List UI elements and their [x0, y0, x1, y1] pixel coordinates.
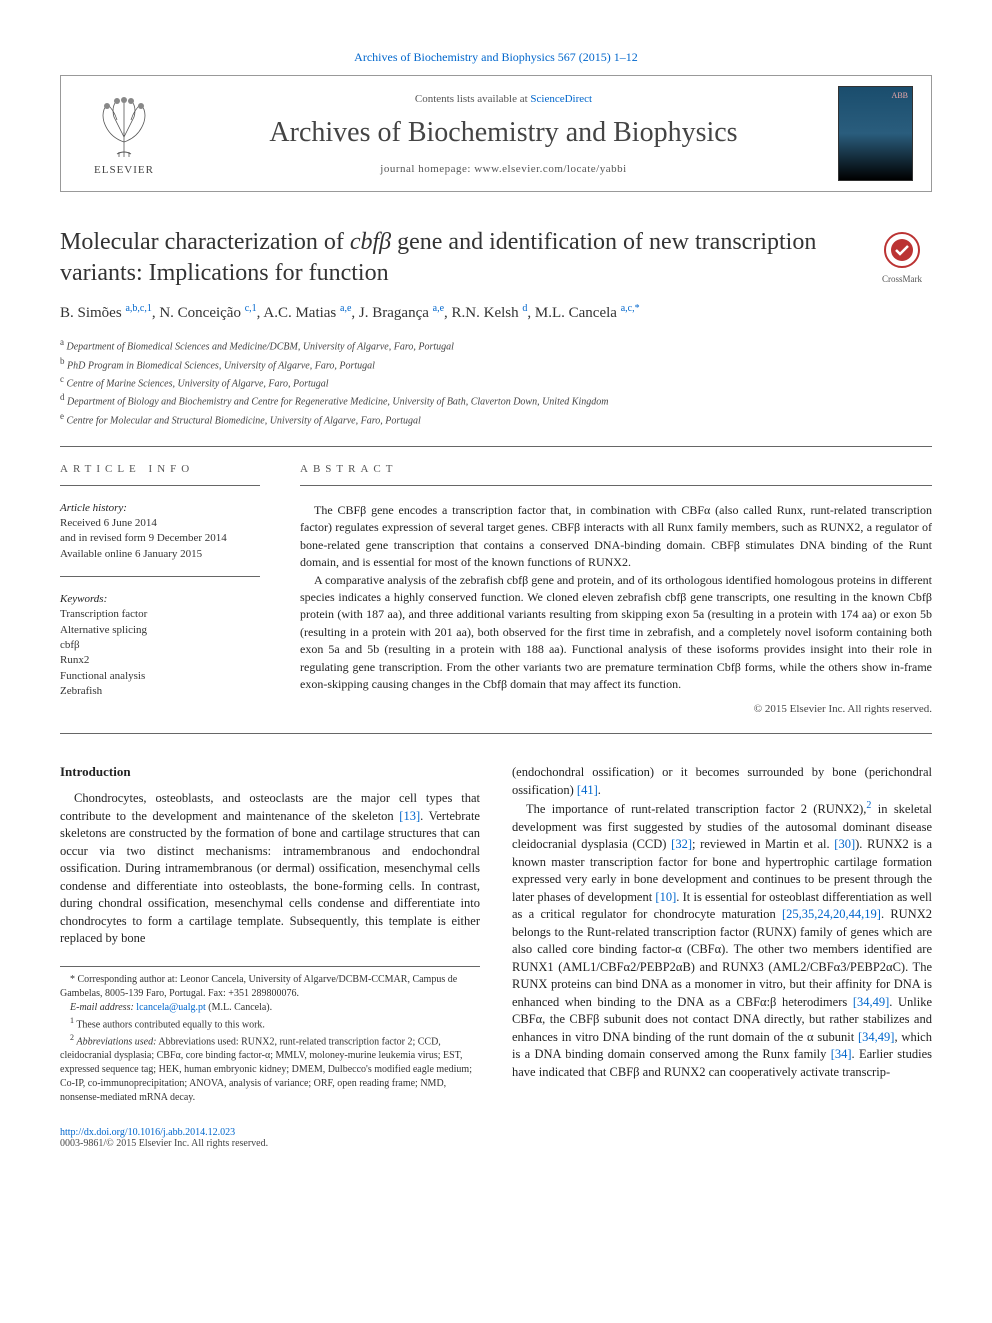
- crossmark-label: CrossMark: [872, 274, 932, 284]
- title-italic: cbfβ: [350, 229, 391, 255]
- affiliations: a Department of Biomedical Sciences and …: [60, 336, 932, 428]
- journal-header: ELSEVIER Contents lists available at Sci…: [60, 75, 932, 192]
- title-block: Molecular characterization of cbfβ gene …: [60, 227, 852, 289]
- elsevier-tree-icon: [89, 92, 159, 162]
- divider: [60, 733, 932, 734]
- crossmark-badge[interactable]: CrossMark: [872, 231, 932, 284]
- author-sup: a,e: [340, 303, 351, 314]
- author-sup: a,c,*: [621, 303, 640, 314]
- title-pre: Molecular characterization of: [60, 229, 350, 255]
- author-sup: a,b,c,1: [125, 303, 151, 314]
- keywords-label: Keywords:: [60, 593, 260, 605]
- abstract-p1: The CBFβ gene encodes a transcription fa…: [300, 502, 932, 572]
- elsevier-logo: ELSEVIER: [79, 92, 169, 176]
- ref-link[interactable]: [30]: [834, 837, 855, 851]
- ref-link[interactable]: [10]: [655, 890, 676, 904]
- info-heading: ARTICLE INFO: [60, 463, 260, 475]
- author: A.C. Matias a,e: [263, 305, 351, 321]
- article-title: Molecular characterization of cbfβ gene …: [60, 227, 852, 289]
- info-abstract-row: ARTICLE INFO Article history: Received 6…: [60, 463, 932, 715]
- history-line: and in revised form 9 December 2014: [60, 531, 260, 546]
- article-info: ARTICLE INFO Article history: Received 6…: [60, 463, 260, 715]
- divider: [60, 446, 932, 447]
- elsevier-text: ELSEVIER: [94, 164, 154, 176]
- abstract-copyright: © 2015 Elsevier Inc. All rights reserved…: [300, 703, 932, 715]
- abstract: ABSTRACT The CBFβ gene encodes a transcr…: [300, 463, 932, 715]
- right-column: (endochondral ossification) or it become…: [512, 764, 932, 1105]
- affiliation: b PhD Program in Biomedical Sciences, Un…: [60, 355, 932, 373]
- affiliation: a Department of Biomedical Sciences and …: [60, 336, 932, 354]
- title-row: Molecular characterization of cbfβ gene …: [60, 227, 932, 289]
- divider: [60, 576, 260, 577]
- intro-p1: Chondrocytes, osteoblasts, and osteoclas…: [60, 790, 480, 948]
- intro-heading: Introduction: [60, 764, 480, 780]
- ref-link[interactable]: [13]: [399, 809, 420, 823]
- author: M.L. Cancela a,c,*: [535, 305, 640, 321]
- intro-r-p1: (endochondral ossification) or it become…: [512, 764, 932, 799]
- keyword: Transcription factor: [60, 607, 260, 622]
- journal-name: Archives of Biochemistry and Biophysics: [189, 117, 818, 149]
- left-column: Introduction Chondrocytes, osteoblasts, …: [60, 764, 480, 1105]
- issn-line: 0003-9861/© 2015 Elsevier Inc. All right…: [60, 1138, 268, 1149]
- crossmark-icon: [883, 231, 921, 269]
- fn1: 1 These authors contributed equally to t…: [60, 1015, 480, 1032]
- abstract-p2: A comparative analysis of the zebrafish …: [300, 572, 932, 694]
- homepage-prefix: journal homepage:: [380, 163, 474, 175]
- author: N. Conceição c,1: [159, 305, 256, 321]
- keyword: Functional analysis: [60, 669, 260, 684]
- footnotes: * Corresponding author at: Leonor Cancel…: [60, 966, 480, 1106]
- author-sup: d: [522, 303, 527, 314]
- affiliation: d Department of Biology and Biochemistry…: [60, 391, 932, 409]
- page: Archives of Biochemistry and Biophysics …: [0, 0, 992, 1199]
- divider: [300, 485, 932, 486]
- author-list: B. Simões a,b,c,1, N. Conceição c,1, A.C…: [60, 303, 932, 322]
- author-sup: a,e: [433, 303, 444, 314]
- journal-homepage: journal homepage: www.elsevier.com/locat…: [189, 163, 818, 175]
- contents-line: Contents lists available at ScienceDirec…: [189, 93, 818, 105]
- divider: [60, 485, 260, 486]
- email-link[interactable]: lcancela@ualg.pt: [136, 1002, 205, 1013]
- author: R.N. Kelsh d: [452, 305, 528, 321]
- email-footnote: E-mail address: lcancela@ualg.pt (M.L. C…: [60, 1001, 480, 1015]
- intro-body-right: (endochondral ossification) or it become…: [512, 764, 932, 1081]
- affiliation: e Centre for Molecular and Structural Bi…: [60, 410, 932, 428]
- sciencedirect-link[interactable]: ScienceDirect: [530, 93, 592, 105]
- corr-footnote: * Corresponding author at: Leonor Cancel…: [60, 973, 480, 1001]
- journal-cover-thumb: ABB: [838, 86, 913, 181]
- doi-link[interactable]: http://dx.doi.org/10.1016/j.abb.2014.12.…: [60, 1127, 235, 1138]
- history-line: Available online 6 January 2015: [60, 547, 260, 562]
- keyword: cbfβ: [60, 638, 260, 653]
- author: J. Bragança a,e: [359, 305, 444, 321]
- ref-link[interactable]: [32]: [671, 837, 692, 851]
- header-center: Contents lists available at ScienceDirec…: [169, 93, 838, 175]
- keyword: Runx2: [60, 653, 260, 668]
- homepage-url: www.elsevier.com/locate/yabbi: [474, 163, 626, 175]
- abstract-body: The CBFβ gene encodes a transcription fa…: [300, 502, 932, 693]
- history-line: Received 6 June 2014: [60, 516, 260, 531]
- author: B. Simões a,b,c,1: [60, 305, 152, 321]
- keyword: Zebrafish: [60, 684, 260, 699]
- ref-link[interactable]: [34]: [831, 1047, 852, 1061]
- ref-link[interactable]: [25,35,24,20,44,19]: [782, 907, 881, 921]
- citation-header: Archives of Biochemistry and Biophysics …: [60, 50, 932, 65]
- abstract-heading: ABSTRACT: [300, 463, 932, 475]
- author-sup: c,1: [245, 303, 257, 314]
- ref-link[interactable]: [34,49]: [858, 1030, 894, 1044]
- cover-label: ABB: [892, 91, 908, 100]
- body-columns: Introduction Chondrocytes, osteoblasts, …: [60, 764, 932, 1105]
- ref-link[interactable]: [41]: [577, 783, 598, 797]
- contents-prefix: Contents lists available at: [415, 93, 530, 105]
- keyword: Alternative splicing: [60, 623, 260, 638]
- affiliation: c Centre of Marine Sciences, University …: [60, 373, 932, 391]
- intro-r-p2: The importance of runt-related transcrip…: [512, 799, 932, 1081]
- fn2: 2 Abbreviations used: Abbreviations used…: [60, 1032, 480, 1105]
- ref-link[interactable]: [34,49]: [853, 995, 889, 1009]
- page-footer: http://dx.doi.org/10.1016/j.abb.2014.12.…: [60, 1127, 932, 1149]
- history-label: Article history:: [60, 502, 260, 514]
- intro-body-left: Chondrocytes, osteoblasts, and osteoclas…: [60, 790, 480, 948]
- citation-link[interactable]: Archives of Biochemistry and Biophysics …: [354, 50, 638, 64]
